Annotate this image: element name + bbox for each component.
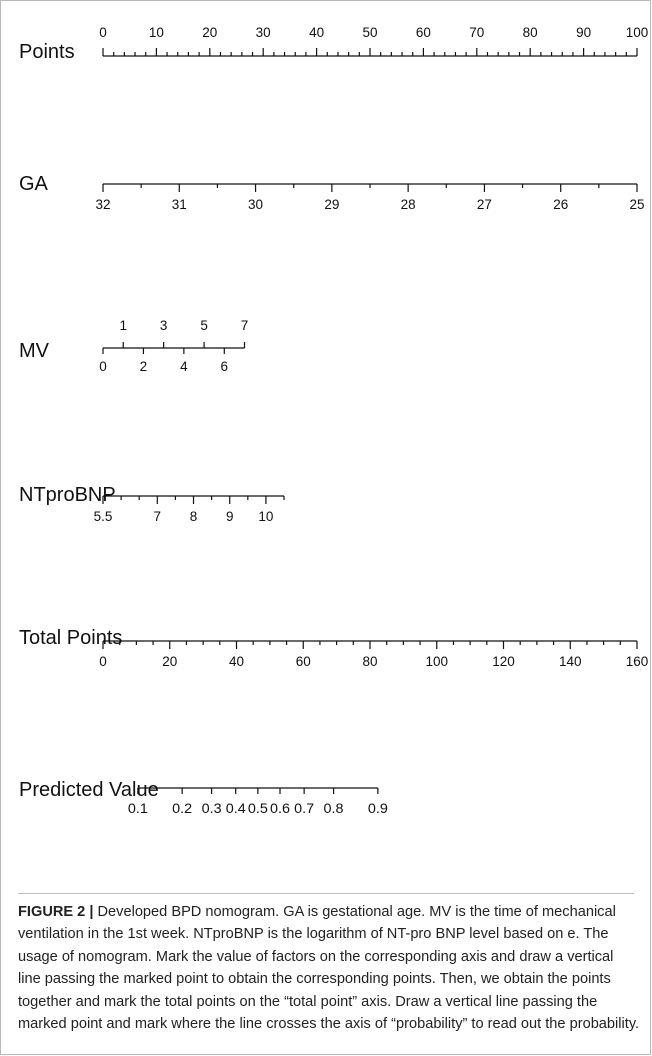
mv-tick-label-5: 5 bbox=[200, 318, 208, 333]
predicted-value-axis-name: Predicted Value bbox=[19, 779, 159, 801]
points-axis-name: Points bbox=[19, 41, 75, 63]
caption-divider bbox=[18, 893, 634, 894]
points-tick-label-80: 80 bbox=[523, 25, 538, 40]
ga-tick-label-27: 27 bbox=[477, 197, 492, 212]
points-tick-label-30: 30 bbox=[256, 25, 271, 40]
ntprobnp-tick-label-10: 10 bbox=[258, 509, 273, 524]
total-points-axis-name: Total Points bbox=[19, 627, 122, 649]
predicted-value-tick-label-0-1: 0.1 bbox=[128, 801, 148, 816]
ntprobnp-tick-label-9: 9 bbox=[226, 509, 234, 524]
predicted-value-tick-label-0-4: 0.4 bbox=[226, 801, 247, 816]
ntprobnp-tick-label-8: 8 bbox=[190, 509, 198, 524]
ntprobnp-tick-label-7: 7 bbox=[154, 509, 162, 524]
ga-tick-label-29: 29 bbox=[324, 197, 339, 212]
figure-label: FIGURE 2 | bbox=[18, 904, 94, 920]
predicted-value-tick-label-0-8: 0.8 bbox=[324, 801, 344, 816]
ga-tick-label-26: 26 bbox=[553, 197, 568, 212]
points-tick-label-90: 90 bbox=[576, 25, 591, 40]
mv-tick-label-7: 7 bbox=[241, 318, 249, 333]
ga-axis-name: GA bbox=[19, 173, 49, 195]
total-points-tick-label-100: 100 bbox=[425, 654, 448, 669]
total-points-tick-label-160: 160 bbox=[626, 654, 649, 669]
points-tick-label-70: 70 bbox=[469, 25, 484, 40]
ntprobnp-tick-label-5-5: 5.5 bbox=[94, 509, 113, 524]
total-points-tick-label-40: 40 bbox=[229, 654, 244, 669]
mv-tick-label-4: 4 bbox=[180, 359, 188, 374]
ga-tick-label-28: 28 bbox=[401, 197, 416, 212]
predicted-value-tick-label-0-9: 0.9 bbox=[368, 801, 388, 816]
points-tick-label-60: 60 bbox=[416, 25, 431, 40]
ntprobnp-axis-name: NTproBNP bbox=[19, 484, 116, 506]
points-tick-label-20: 20 bbox=[202, 25, 217, 40]
total-points-tick-label-20: 20 bbox=[162, 654, 177, 669]
points-tick-label-40: 40 bbox=[309, 25, 324, 40]
points-tick-label-0: 0 bbox=[99, 25, 107, 40]
predicted-value-tick-label-0-5: 0.5 bbox=[248, 801, 268, 816]
predicted-value-tick-label-0-3: 0.3 bbox=[202, 801, 222, 816]
caption-text: Developed BPD nomogram. GA is gestationa… bbox=[18, 904, 640, 1033]
points-tick-label-100: 100 bbox=[626, 25, 649, 40]
ga-tick-label-30: 30 bbox=[248, 197, 263, 212]
mv-tick-label-1: 1 bbox=[119, 318, 127, 333]
ga-tick-label-31: 31 bbox=[172, 197, 187, 212]
mv-tick-label-2: 2 bbox=[140, 359, 148, 374]
predicted-value-tick-label-0-6: 0.6 bbox=[270, 801, 290, 816]
ga-tick-label-32: 32 bbox=[95, 197, 110, 212]
mv-axis-name: MV bbox=[19, 340, 50, 362]
points-tick-label-10: 10 bbox=[149, 25, 164, 40]
mv-tick-label-3: 3 bbox=[160, 318, 168, 333]
points-tick-label-50: 50 bbox=[362, 25, 377, 40]
ga-tick-label-25: 25 bbox=[629, 197, 644, 212]
mv-tick-label-0: 0 bbox=[99, 359, 107, 374]
total-points-tick-label-0: 0 bbox=[99, 654, 107, 669]
total-points-tick-label-60: 60 bbox=[296, 654, 311, 669]
total-points-tick-label-120: 120 bbox=[492, 654, 515, 669]
predicted-value-tick-label-0-2: 0.2 bbox=[172, 801, 192, 816]
total-points-tick-label-80: 80 bbox=[362, 654, 377, 669]
mv-tick-label-6: 6 bbox=[221, 359, 229, 374]
total-points-tick-label-140: 140 bbox=[559, 654, 582, 669]
figure-caption: FIGURE 2 | Developed BPD nomogram. GA is… bbox=[18, 901, 640, 1035]
predicted-value-tick-label-0-7: 0.7 bbox=[294, 801, 314, 816]
